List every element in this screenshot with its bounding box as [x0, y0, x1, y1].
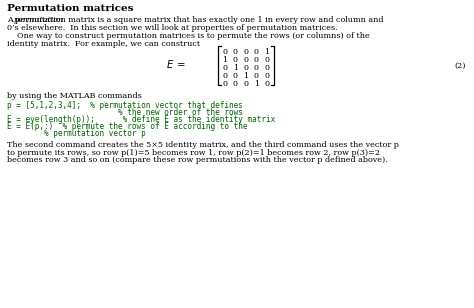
Text: $E\,=$: $E\,=$ — [165, 58, 185, 70]
Text: 0: 0 — [244, 64, 248, 72]
Text: 0: 0 — [264, 72, 270, 80]
Text: 0: 0 — [254, 56, 259, 64]
Text: (2): (2) — [455, 62, 466, 70]
Text: E = E(p,:)  % permute the rows of E according to the: E = E(p,:) % permute the rows of E accor… — [7, 122, 247, 131]
Text: 0: 0 — [233, 72, 238, 80]
Text: % the new order of the rows: % the new order of the rows — [7, 108, 243, 117]
Text: 1: 1 — [222, 56, 228, 64]
Text: 0: 0 — [222, 80, 228, 88]
Text: 1: 1 — [233, 64, 238, 72]
Text: One way to construct permutation matrices is to permute the rows (or columns) of: One way to construct permutation matrice… — [7, 32, 370, 40]
Text: permutation: permutation — [14, 16, 64, 24]
Text: to permute its rows, so row p(1)=5 becomes row 1, row p(2)=1 becomes row 2, row : to permute its rows, so row p(1)=5 becom… — [7, 149, 380, 157]
Text: E = eye(length(p));      % define E as the identity matrix: E = eye(length(p)); % define E as the id… — [7, 115, 275, 124]
Text: 0: 0 — [244, 80, 248, 88]
Text: 0: 0 — [254, 48, 259, 56]
Text: 0: 0 — [233, 80, 238, 88]
Text: 0: 0 — [254, 64, 259, 72]
Text: % permutation vector p: % permutation vector p — [7, 129, 146, 138]
Text: 0: 0 — [244, 48, 248, 56]
Text: 1: 1 — [244, 72, 248, 80]
Text: 1: 1 — [254, 80, 259, 88]
Text: 0: 0 — [222, 64, 228, 72]
Text: 0: 0 — [254, 72, 259, 80]
Text: A permutation matrix is a square matrix that has exactly one 1 in every row and : A permutation matrix is a square matrix … — [7, 16, 383, 24]
Text: 1: 1 — [264, 48, 270, 56]
Text: The second command creates the 5×5 identity matrix, and the third command uses t: The second command creates the 5×5 ident… — [7, 141, 399, 149]
Text: Permutation matrices: Permutation matrices — [7, 4, 134, 13]
Text: identity matrix.  For example, we can construct: identity matrix. For example, we can con… — [7, 39, 200, 47]
Text: 0: 0 — [233, 56, 238, 64]
Text: becomes row 3 and so on (compare these row permutations with the vector p define: becomes row 3 and so on (compare these r… — [7, 156, 388, 164]
Text: 0: 0 — [264, 56, 270, 64]
Text: 0: 0 — [222, 72, 228, 80]
Text: 0: 0 — [264, 80, 270, 88]
Text: by using the MATLAB commands: by using the MATLAB commands — [7, 92, 142, 100]
Text: 0’s elsewhere.  In this section we will look at properties of permutation matric: 0’s elsewhere. In this section we will l… — [7, 23, 337, 31]
Text: p = [5,1,2,3,4];  % permutation vector that defines: p = [5,1,2,3,4]; % permutation vector th… — [7, 101, 243, 110]
Text: 0: 0 — [233, 48, 238, 56]
Text: 0: 0 — [244, 56, 248, 64]
Text: 0: 0 — [264, 64, 270, 72]
Text: 0: 0 — [222, 48, 228, 56]
